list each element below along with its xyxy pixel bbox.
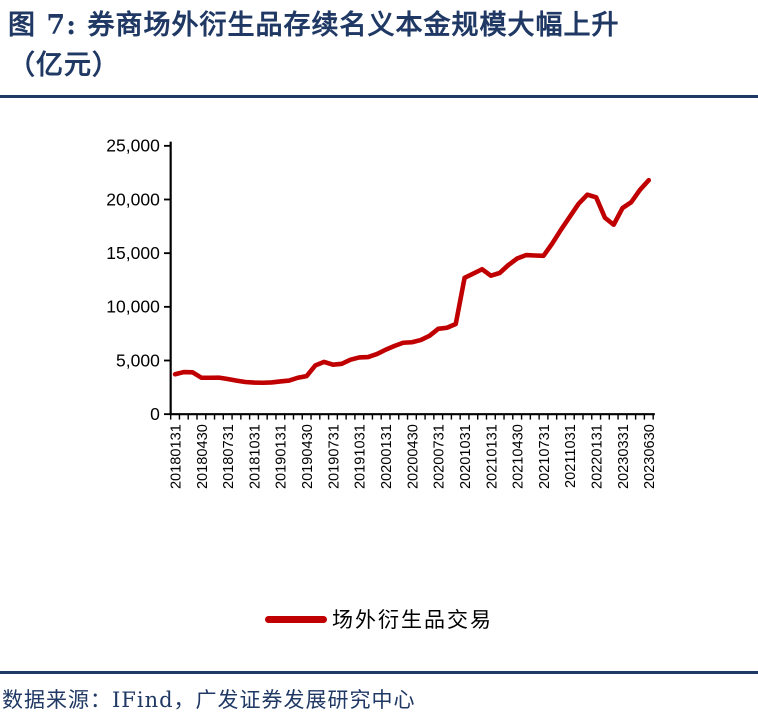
data-source-text: 数据来源：IFind，广发证券发展研究中心 bbox=[2, 688, 416, 712]
chart-legend: 场外衍生品交易 bbox=[0, 604, 758, 634]
x-tick-label: 20210731 bbox=[537, 424, 553, 489]
y-tick-label: 20,000 bbox=[106, 189, 160, 209]
data-source: 数据来源：IFind，广发证券发展研究中心 bbox=[2, 684, 756, 714]
x-tick-label: 20191031 bbox=[353, 424, 369, 489]
x-tick-label: 20201031 bbox=[458, 424, 474, 489]
title-divider bbox=[0, 95, 758, 98]
x-tick-label: 20181031 bbox=[247, 424, 263, 489]
line-chart: 0 5,000 10,000 15,000 20,000 25,000 20180131 20… bbox=[0, 100, 758, 600]
figure-title-line1: 图 7: 券商场外衍生品存续名义本金规模大幅上升 bbox=[8, 10, 620, 41]
y-tick-label: 10,000 bbox=[106, 297, 160, 317]
y-tick-label: 5,000 bbox=[116, 350, 160, 370]
figure-title: 图 7: 券商场外衍生品存续名义本金规模大幅上升 （亿元） bbox=[8, 6, 750, 86]
x-tick-label: 20180131 bbox=[168, 424, 184, 489]
y-tick-label: 15,000 bbox=[106, 243, 160, 263]
chart-svg: 0 5,000 10,000 15,000 20,000 25,000 20180131 20… bbox=[106, 136, 658, 489]
x-tick-label: 20220131 bbox=[590, 424, 606, 489]
series-line-otc-derivatives bbox=[172, 177, 652, 386]
x-tick-label: 20200430 bbox=[405, 424, 421, 489]
x-tick-label: 20210430 bbox=[511, 424, 527, 489]
x-tick-label: 20190731 bbox=[326, 424, 342, 489]
x-tick-label: 20211031 bbox=[563, 424, 579, 488]
x-tick-label: 20180430 bbox=[195, 424, 211, 489]
x-tick-label: 20180731 bbox=[221, 424, 237, 489]
x-tick-label: 20210131 bbox=[484, 424, 500, 489]
legend-line-swatch bbox=[265, 615, 327, 623]
x-tick-label: 20230331 bbox=[616, 424, 632, 489]
x-tick-label: 20230630 bbox=[642, 424, 658, 489]
x-tick-label: 20190131 bbox=[274, 424, 290, 489]
x-tick-label: 20200131 bbox=[379, 424, 395, 489]
legend-label: 场外衍生品交易 bbox=[332, 608, 493, 632]
y-tick-label: 25,000 bbox=[106, 136, 160, 156]
x-tick-label: 20190430 bbox=[300, 424, 316, 489]
figure-title-unit: （亿元） bbox=[8, 50, 120, 81]
footer-divider bbox=[0, 671, 758, 674]
x-tick-label: 20200731 bbox=[432, 424, 448, 489]
y-tick-label: 0 bbox=[150, 404, 160, 424]
